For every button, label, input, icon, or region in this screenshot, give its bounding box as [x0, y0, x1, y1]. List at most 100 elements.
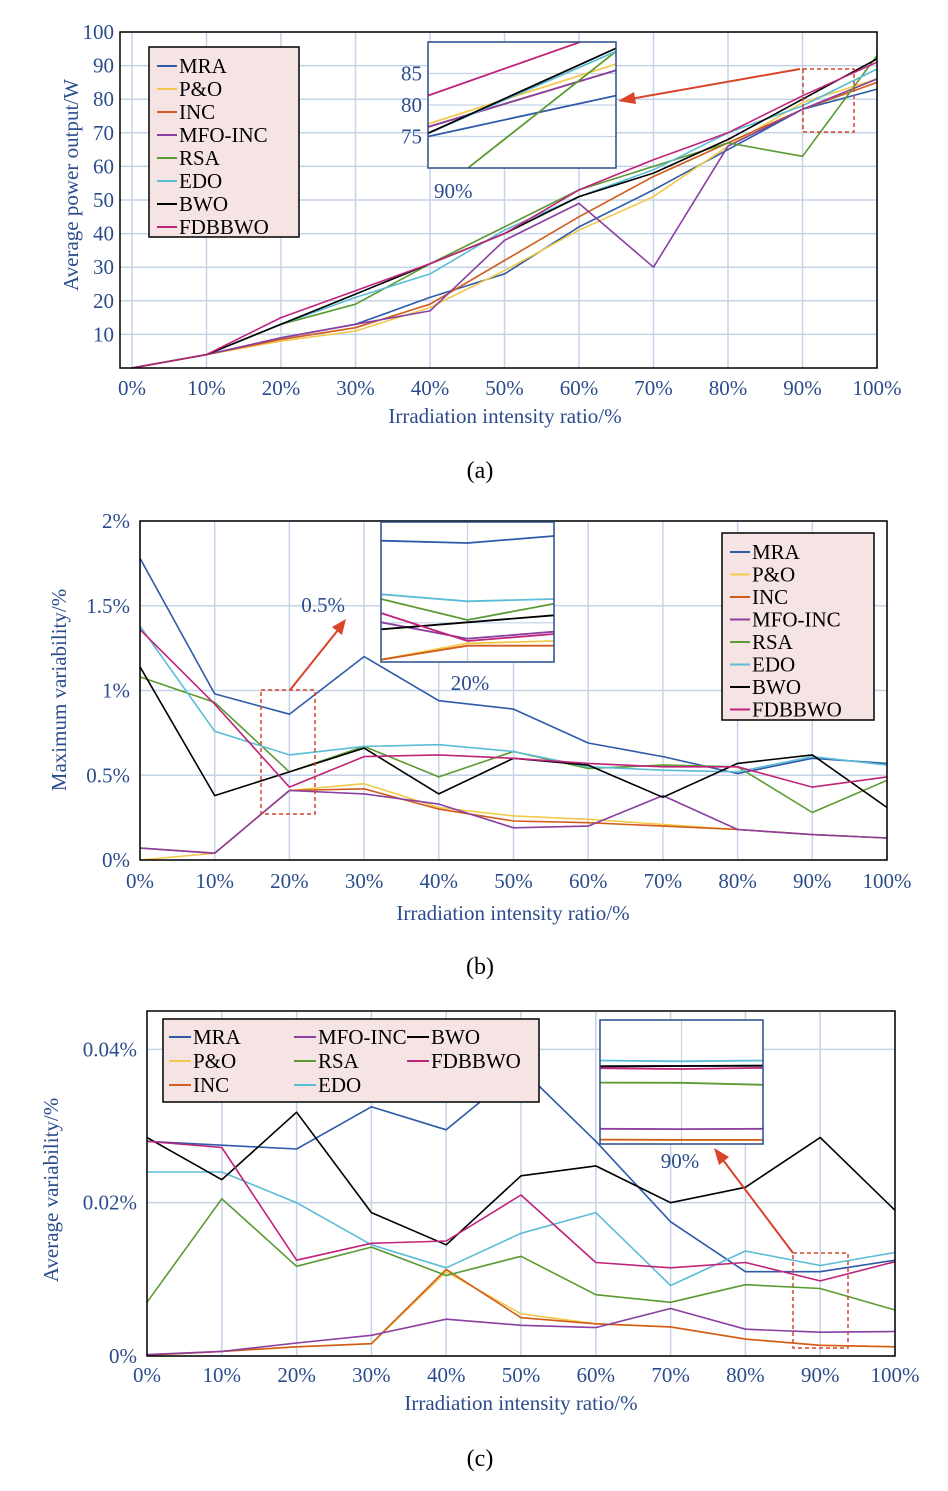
panel-b-lines: [139, 557, 888, 861]
y-tick-label: 70: [93, 121, 114, 145]
panel-a-zoom-arrowhead: [618, 92, 636, 104]
panel-c-xlabel: Irradiation intensity ratio/%: [404, 1391, 637, 1415]
legend-label-inc: INC: [193, 1073, 229, 1097]
legend-label-rsa: RSA: [179, 146, 221, 170]
panel-c-inset: 90%: [599, 1019, 764, 1173]
legend-label-bwo: BWO: [431, 1025, 480, 1049]
series-line-inc: [131, 81, 878, 369]
legend-label-mra: MRA: [193, 1025, 242, 1049]
inset-x-label: 90%: [434, 179, 473, 203]
y-tick-label: 0.5%: [86, 763, 130, 787]
y-tick-label: 0.02%: [83, 1191, 137, 1215]
legend-label-mfo-inc: MFO-INC: [318, 1025, 407, 1049]
panel-b-xlabel: Irradiation intensity ratio/%: [396, 901, 629, 925]
series-line-fdbbwo: [146, 1140, 896, 1282]
x-tick-label: 80%: [709, 376, 748, 400]
y-tick-label: 60: [93, 154, 114, 178]
x-tick-label: 10%: [203, 1363, 242, 1387]
legend-label-mra: MRA: [752, 540, 801, 564]
legend-label-edo: EDO: [318, 1073, 361, 1097]
legend-label-bwo: BWO: [179, 192, 228, 216]
legend-label-bwo: BWO: [752, 675, 801, 699]
inset-y-tick-label: 80: [401, 93, 422, 117]
series-line-rsa: [146, 1198, 896, 1311]
x-tick-label: 100%: [853, 376, 902, 400]
panel-a-label: (a): [467, 458, 494, 484]
inset-line-mfo-inc: [428, 69, 616, 128]
series-line-mfo-inc: [146, 1307, 896, 1356]
legend-label-pando: P&O: [193, 1049, 236, 1073]
x-tick-label: 0%: [118, 376, 146, 400]
inset-frame: [599, 1019, 764, 1145]
x-tick-label: 60%: [560, 376, 599, 400]
inset-marker-label: 0.5%: [301, 593, 345, 617]
x-tick-label: 50%: [494, 869, 533, 893]
panel-c-xticks: 0% 10% 20% 30% 40% 50% 60% 70% 80% 90% 100%: [133, 1363, 920, 1387]
inset-frame: [380, 521, 555, 663]
x-tick-label: 20%: [262, 376, 301, 400]
panel-b-ylabel: Maximum variability/%: [47, 589, 71, 791]
series-line-mfo-inc: [131, 78, 878, 369]
inset-x-label: 90%: [661, 1149, 700, 1173]
x-tick-label: 50%: [502, 1363, 541, 1387]
legend-label-fdbbwo: FDBBWO: [752, 698, 842, 722]
x-tick-label: 50%: [485, 376, 524, 400]
x-tick-label: 80%: [726, 1363, 765, 1387]
panel-c-zoom-arrow: [722, 1159, 794, 1254]
x-tick-label: 40%: [420, 869, 459, 893]
x-tick-label: 90%: [783, 376, 822, 400]
series-line-edo: [139, 625, 888, 773]
legend-label-rsa: RSA: [752, 630, 794, 654]
y-tick-label: 20: [93, 289, 114, 313]
series-line-fdbbwo: [131, 61, 878, 369]
legend-label-mfo-inc: MFO-INC: [752, 608, 841, 632]
inset-line-bwo: [600, 1064, 763, 1068]
panel-a-xticks: 0% 10% 20% 30% 40% 50% 60% 70% 80% 90% 100%: [118, 376, 902, 400]
x-tick-label: 20%: [270, 869, 309, 893]
x-tick-label: 40%: [427, 1363, 466, 1387]
panel-c-zoom-arrowhead: [714, 1148, 729, 1165]
x-tick-label: 60%: [569, 869, 608, 893]
panel-c-zoom-box: [792, 1252, 849, 1349]
x-tick-label: 100%: [863, 869, 912, 893]
legend-label-edo: EDO: [752, 653, 795, 677]
inset-line-rsa: [381, 598, 554, 621]
inset-line-edo: [381, 593, 554, 603]
legend-box: [162, 1018, 540, 1103]
inset-lines: [381, 535, 554, 661]
inset-x-label: 20%: [451, 671, 490, 695]
panel-a: 10 20 30 40 50 60 70 80 90 100 0% 10% 20% 30% 40% 50% 6…: [59, 20, 902, 484]
legend-label-pando: P&O: [179, 77, 222, 101]
x-tick-label: 70%: [644, 869, 683, 893]
x-tick-label: 30%: [336, 376, 375, 400]
inset-line-rsa: [600, 1081, 763, 1086]
y-tick-label: 40: [93, 222, 114, 246]
inset-line-edo: [600, 1059, 763, 1063]
panel-c-yticks: 0% 0.02% 0.04%: [83, 1037, 137, 1368]
x-tick-label: 70%: [634, 376, 673, 400]
x-tick-label: 40%: [411, 376, 450, 400]
inset-frame: [427, 41, 617, 169]
x-tick-label: 100%: [871, 1363, 920, 1387]
panel-a-ylabel: Average power output/W: [59, 79, 83, 291]
panel-b-zoom-arrow: [289, 629, 339, 691]
panel-a-zoom-arrow: [629, 68, 801, 100]
panel-c-lines: [146, 1067, 896, 1356]
y-tick-label: 0%: [102, 848, 130, 872]
panel-b-frame: [139, 520, 888, 861]
legend-label-inc: INC: [752, 585, 788, 609]
legend-label-mfo-inc: MFO-INC: [179, 123, 268, 147]
inset-lines: [428, 42, 616, 168]
panel-a-lines: [131, 55, 878, 369]
x-tick-label: 0%: [126, 869, 154, 893]
legend-label-fdbbwo: FDBBWO: [179, 215, 269, 239]
series-line-fdbbwo: [139, 628, 888, 788]
y-tick-label: 10: [93, 322, 114, 346]
inset-line-mra: [428, 94, 616, 138]
inset-line-mra: [381, 535, 554, 544]
x-tick-label: 80%: [718, 869, 757, 893]
x-tick-label: 10%: [195, 869, 234, 893]
